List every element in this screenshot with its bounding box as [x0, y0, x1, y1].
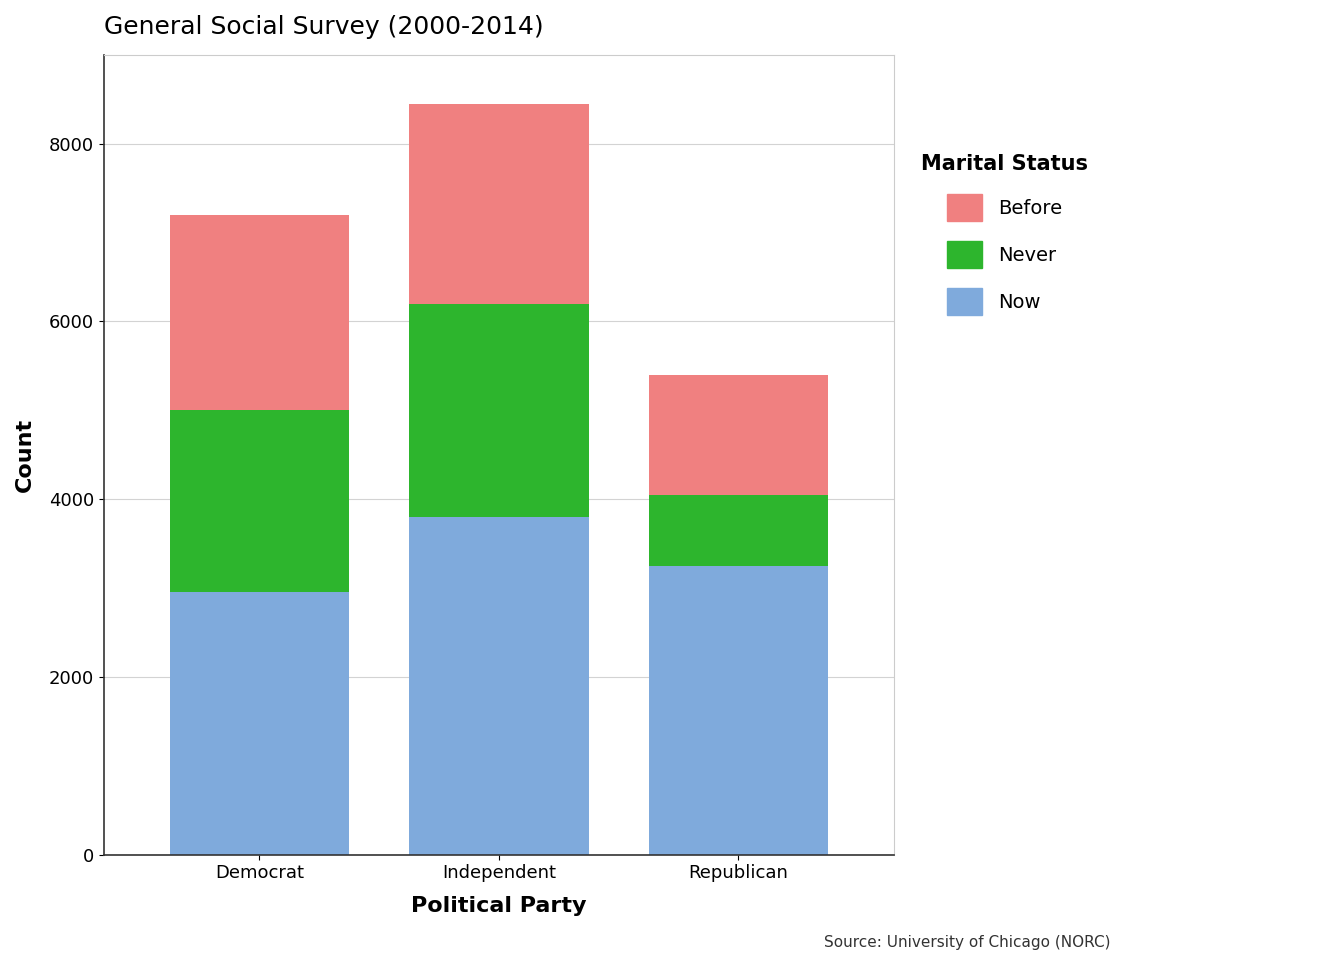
Bar	[169, 410, 349, 592]
Legend: Before, Never, Now: Before, Never, Now	[911, 145, 1098, 324]
Bar	[409, 516, 589, 854]
Bar	[649, 374, 828, 494]
Bar	[649, 565, 828, 854]
Y-axis label: Count: Count	[15, 418, 35, 492]
Bar	[649, 494, 828, 565]
Text: General Social Survey (2000-2014): General Social Survey (2000-2014)	[103, 15, 543, 39]
Bar	[409, 303, 589, 516]
Bar	[169, 592, 349, 854]
Bar	[409, 104, 589, 303]
Bar	[169, 215, 349, 410]
X-axis label: Political Party: Political Party	[411, 897, 586, 916]
Text: Source: University of Chicago (NORC): Source: University of Chicago (NORC)	[824, 935, 1111, 950]
